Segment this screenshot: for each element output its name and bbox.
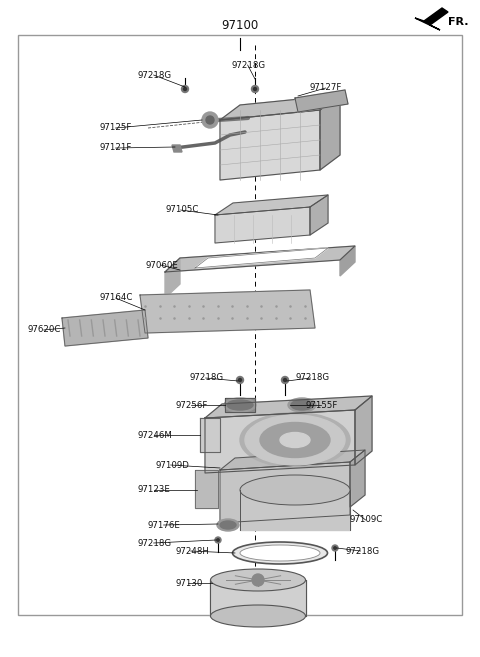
Polygon shape (240, 490, 350, 530)
Polygon shape (140, 290, 315, 333)
Circle shape (202, 112, 218, 128)
Text: 97620C: 97620C (28, 325, 61, 334)
Polygon shape (220, 450, 365, 470)
Circle shape (183, 87, 187, 91)
Text: 97218G: 97218G (345, 547, 379, 556)
Text: 97155F: 97155F (305, 401, 337, 409)
Text: 97125F: 97125F (100, 124, 132, 133)
Text: 97105C: 97105C (165, 206, 198, 214)
Polygon shape (200, 418, 220, 452)
Text: 97218G: 97218G (232, 60, 266, 70)
Ellipse shape (232, 542, 327, 564)
Polygon shape (340, 246, 355, 276)
Polygon shape (205, 410, 355, 473)
Text: 97164C: 97164C (100, 294, 133, 302)
Text: FR.: FR. (448, 17, 468, 27)
Circle shape (215, 537, 221, 543)
Circle shape (284, 378, 287, 382)
Ellipse shape (280, 432, 310, 447)
Text: 97218G: 97218G (295, 373, 329, 382)
Polygon shape (355, 396, 372, 465)
Ellipse shape (291, 400, 313, 410)
Ellipse shape (240, 413, 350, 468)
Text: 97109D: 97109D (155, 461, 189, 470)
Polygon shape (195, 248, 328, 268)
Circle shape (252, 85, 259, 93)
Text: 97060E: 97060E (145, 260, 178, 269)
Bar (18, 35, 462, 615)
Polygon shape (415, 8, 448, 30)
Circle shape (206, 116, 214, 124)
Ellipse shape (211, 569, 305, 591)
Polygon shape (165, 258, 180, 298)
Circle shape (237, 376, 243, 384)
Circle shape (281, 376, 288, 384)
Ellipse shape (240, 545, 320, 561)
Ellipse shape (224, 398, 256, 412)
Circle shape (253, 87, 256, 91)
Polygon shape (215, 207, 310, 243)
Circle shape (334, 547, 336, 549)
Polygon shape (220, 95, 340, 120)
Circle shape (332, 545, 338, 551)
Polygon shape (205, 396, 372, 418)
Circle shape (239, 378, 241, 382)
Polygon shape (220, 110, 320, 180)
Polygon shape (320, 95, 340, 170)
Text: 97109C: 97109C (350, 516, 383, 524)
Text: 97218G: 97218G (190, 373, 224, 382)
Ellipse shape (245, 415, 345, 465)
Ellipse shape (220, 521, 236, 529)
Text: 97130: 97130 (175, 579, 203, 587)
Polygon shape (210, 580, 306, 616)
Ellipse shape (227, 400, 253, 410)
Text: 97123E: 97123E (138, 486, 171, 495)
Polygon shape (195, 470, 218, 508)
Polygon shape (225, 398, 255, 412)
Polygon shape (220, 462, 350, 523)
Polygon shape (215, 195, 328, 215)
Text: 97218G: 97218G (138, 70, 172, 79)
Circle shape (217, 539, 219, 541)
Ellipse shape (217, 519, 239, 531)
Text: 97127F: 97127F (310, 83, 342, 93)
Text: 97121F: 97121F (100, 143, 132, 152)
Circle shape (252, 574, 264, 586)
Ellipse shape (260, 422, 330, 457)
Ellipse shape (288, 398, 316, 412)
Ellipse shape (211, 605, 305, 627)
Polygon shape (172, 145, 182, 152)
Ellipse shape (240, 475, 350, 505)
Text: 97100: 97100 (221, 19, 259, 32)
Polygon shape (350, 450, 365, 507)
Circle shape (181, 85, 189, 93)
Polygon shape (165, 246, 355, 272)
Text: 97246M: 97246M (138, 430, 173, 440)
Text: 97256F: 97256F (175, 401, 207, 409)
Polygon shape (310, 195, 328, 235)
Polygon shape (295, 90, 348, 112)
Text: 97176E: 97176E (148, 520, 181, 530)
Text: 97218G: 97218G (138, 539, 172, 547)
Polygon shape (62, 310, 148, 346)
Text: 97248H: 97248H (175, 547, 209, 556)
